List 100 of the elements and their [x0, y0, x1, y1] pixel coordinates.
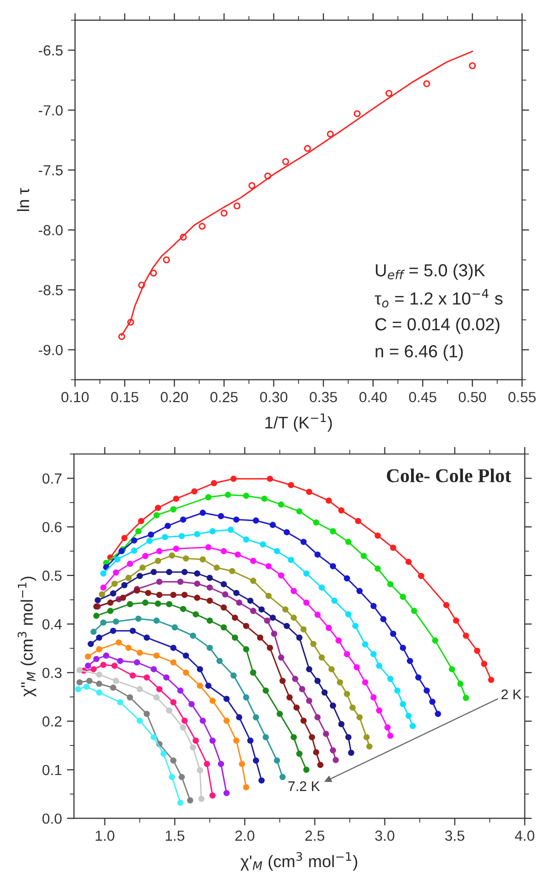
point — [127, 318, 134, 326]
point — [86, 678, 92, 684]
point — [352, 622, 358, 630]
point — [112, 618, 120, 625]
point — [233, 202, 240, 210]
point — [84, 662, 92, 669]
point — [424, 687, 430, 694]
point — [232, 614, 238, 621]
point — [94, 597, 101, 604]
point — [349, 704, 356, 711]
point — [328, 666, 335, 672]
point — [243, 784, 250, 790]
point — [121, 582, 128, 588]
point — [279, 678, 286, 684]
point — [224, 492, 232, 498]
point — [206, 574, 213, 582]
point — [93, 612, 100, 619]
point — [96, 689, 102, 696]
point — [205, 494, 212, 500]
point — [170, 757, 176, 764]
point — [306, 666, 312, 672]
point — [252, 517, 260, 524]
point — [318, 584, 325, 591]
point — [107, 600, 114, 606]
point — [134, 659, 140, 666]
point — [326, 498, 332, 504]
point — [374, 532, 381, 539]
point — [290, 588, 297, 594]
point — [214, 564, 220, 571]
point — [76, 679, 83, 686]
text: Cole- Cole Plot — [386, 468, 512, 482]
point — [142, 600, 148, 606]
point — [300, 718, 307, 724]
point — [114, 556, 120, 563]
annotation: 2 K — [501, 689, 522, 700]
point — [330, 747, 336, 754]
point — [210, 480, 218, 486]
point — [209, 698, 216, 704]
point — [209, 792, 216, 799]
point — [415, 674, 422, 681]
point — [317, 762, 324, 768]
point — [234, 551, 241, 558]
point — [284, 622, 290, 630]
point — [232, 634, 238, 641]
point — [228, 526, 234, 533]
point — [355, 518, 362, 524]
point — [348, 750, 354, 756]
point — [243, 622, 250, 630]
point — [205, 544, 212, 550]
point — [156, 686, 162, 692]
point — [112, 678, 120, 684]
point — [136, 718, 143, 724]
point — [429, 698, 436, 705]
point — [257, 634, 264, 641]
point — [252, 757, 260, 764]
point — [282, 606, 288, 613]
point — [262, 687, 269, 694]
point — [83, 684, 90, 690]
y-tick-label: -7.0 — [38, 105, 63, 116]
point — [206, 644, 213, 651]
point — [136, 650, 143, 656]
point — [177, 687, 184, 694]
point — [117, 658, 124, 664]
point — [326, 130, 334, 138]
point — [453, 618, 460, 624]
y-tick-label: 0.4 — [42, 619, 62, 630]
point — [188, 701, 195, 708]
point — [168, 552, 176, 559]
point — [448, 666, 456, 672]
point — [190, 632, 196, 639]
point — [170, 644, 176, 651]
point — [462, 632, 470, 639]
point — [194, 580, 200, 587]
point — [380, 616, 386, 622]
point — [96, 680, 102, 687]
point — [230, 672, 237, 679]
point — [194, 531, 200, 538]
point — [98, 591, 106, 598]
point — [303, 600, 310, 606]
point — [370, 602, 377, 610]
point — [130, 672, 136, 679]
point — [322, 730, 330, 737]
x-tick-label: 0.50 — [458, 392, 486, 402]
point — [238, 760, 246, 768]
point — [166, 600, 172, 608]
x-tick-label: 0.15 — [111, 392, 138, 402]
point — [330, 702, 336, 709]
point — [222, 591, 228, 598]
point — [314, 551, 321, 558]
point — [145, 590, 152, 596]
point — [481, 660, 488, 667]
point — [107, 608, 114, 614]
point — [376, 707, 382, 714]
x-tick-label: 3.5 — [445, 830, 464, 841]
point — [153, 618, 160, 624]
point — [321, 689, 328, 696]
y-tick-label: -8.0 — [38, 225, 63, 236]
point — [125, 644, 132, 651]
point — [385, 90, 392, 97]
point — [248, 182, 256, 190]
